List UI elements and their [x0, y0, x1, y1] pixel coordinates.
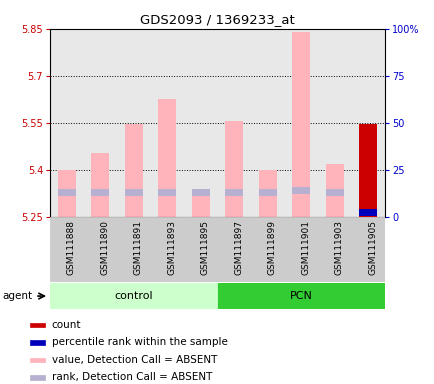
Bar [224, 121, 243, 217]
Bar [317, 29, 351, 217]
Bar [358, 189, 377, 195]
Bar [284, 217, 317, 282]
Bar [158, 99, 176, 217]
Bar [224, 189, 243, 195]
Bar [325, 189, 343, 195]
Bar [184, 217, 217, 282]
Text: percentile rank within the sample: percentile rank within the sample [52, 338, 227, 348]
Text: control: control [114, 291, 153, 301]
Bar [217, 283, 384, 309]
Bar [57, 170, 76, 217]
Text: GSM111890: GSM111890 [100, 220, 109, 275]
Bar [258, 170, 276, 217]
Bar [117, 217, 150, 282]
Bar [358, 209, 377, 216]
Text: GSM111888: GSM111888 [67, 220, 76, 275]
Text: PCN: PCN [289, 291, 312, 301]
Bar [184, 29, 217, 217]
Bar [191, 190, 210, 217]
Bar [50, 283, 217, 309]
Bar [150, 29, 184, 217]
Bar [258, 189, 276, 195]
Bar [83, 29, 117, 217]
Bar [291, 32, 310, 217]
Bar [124, 189, 143, 195]
Text: GSM111901: GSM111901 [300, 220, 309, 275]
Text: value, Detection Call = ABSENT: value, Detection Call = ABSENT [52, 355, 217, 365]
Bar [30, 358, 45, 362]
Bar [30, 340, 45, 344]
Bar [30, 323, 45, 327]
Text: GSM111899: GSM111899 [267, 220, 276, 275]
Bar [325, 164, 343, 217]
Bar [351, 217, 384, 282]
Bar [83, 217, 117, 282]
Text: GSM111895: GSM111895 [201, 220, 209, 275]
Text: count: count [52, 320, 81, 330]
Bar [150, 217, 184, 282]
Text: GSM111891: GSM111891 [134, 220, 142, 275]
Bar [50, 217, 83, 282]
Bar [250, 29, 284, 217]
Bar [191, 189, 210, 195]
Bar [158, 189, 176, 195]
Bar [124, 124, 143, 217]
Bar [250, 217, 284, 282]
Text: GSM111905: GSM111905 [367, 220, 376, 275]
Bar [50, 29, 83, 217]
Bar [358, 124, 377, 217]
Bar [358, 124, 377, 217]
Bar [30, 375, 45, 380]
Text: GSM111893: GSM111893 [167, 220, 176, 275]
Text: rank, Detection Call = ABSENT: rank, Detection Call = ABSENT [52, 372, 211, 382]
Text: GSM111897: GSM111897 [234, 220, 243, 275]
Bar [217, 217, 250, 282]
Bar [351, 29, 384, 217]
Bar [57, 189, 76, 195]
Bar [217, 29, 250, 217]
Bar [284, 29, 317, 217]
Text: agent: agent [3, 291, 33, 301]
Bar [91, 153, 109, 217]
Bar [117, 29, 150, 217]
Text: GSM111903: GSM111903 [334, 220, 343, 275]
Title: GDS2093 / 1369233_at: GDS2093 / 1369233_at [140, 13, 294, 26]
Bar [317, 217, 351, 282]
Bar [91, 189, 109, 195]
Bar [291, 187, 310, 194]
